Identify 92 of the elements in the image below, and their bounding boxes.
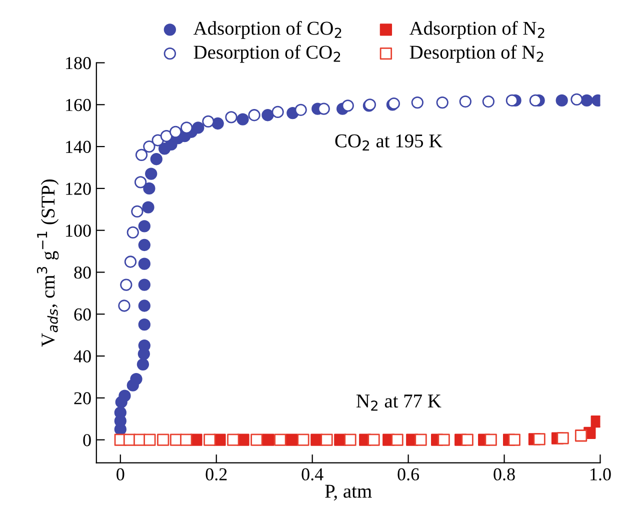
annotation: CO$_{2}$ at 195 K <box>335 134 442 150</box>
point <box>134 176 147 188</box>
point <box>144 434 156 446</box>
point <box>294 104 307 116</box>
point <box>124 256 137 268</box>
point <box>143 182 156 195</box>
point <box>580 94 593 107</box>
point <box>342 100 354 112</box>
point <box>138 238 150 252</box>
legend-label: Desorption of N$_{2}$ <box>410 44 544 63</box>
y-tick-label: 80 <box>74 266 91 279</box>
point <box>262 109 274 122</box>
point <box>320 434 333 446</box>
point <box>143 140 156 153</box>
y-tick-label: 100 <box>66 224 91 237</box>
point <box>150 153 162 166</box>
x-tick-label: 0 <box>116 468 124 480</box>
y-tick-label: 180 <box>66 57 91 70</box>
point <box>570 93 583 106</box>
point <box>438 434 450 446</box>
y-axis-title: V$_{ads}$, cm$^{3}$ g$^{−1}$ (STP) <box>36 179 59 347</box>
point <box>236 113 249 126</box>
point <box>368 434 380 446</box>
point <box>461 434 474 446</box>
point <box>318 102 330 115</box>
point <box>212 117 224 130</box>
point <box>344 434 356 446</box>
point <box>482 95 495 108</box>
point <box>131 205 144 218</box>
point <box>145 168 158 180</box>
point <box>118 300 130 312</box>
point <box>202 115 214 128</box>
x-tick-label: 0.6 <box>398 468 420 480</box>
y-tick-label: 120 <box>66 182 91 195</box>
point <box>120 278 132 291</box>
annotation: N$_{2}$ at 77 K <box>356 394 442 411</box>
point <box>142 201 154 214</box>
y-tick-label: 20 <box>74 392 91 404</box>
point <box>436 96 448 109</box>
point <box>297 434 310 446</box>
point <box>262 434 274 446</box>
y-tick-label: 40 <box>74 350 91 362</box>
point <box>227 434 240 446</box>
point <box>248 109 260 122</box>
point <box>204 434 216 446</box>
point <box>556 94 568 107</box>
point <box>225 111 238 124</box>
y-tick-label: 160 <box>66 98 91 112</box>
point <box>484 434 497 446</box>
point <box>180 434 192 446</box>
point <box>157 434 170 446</box>
point <box>190 434 202 446</box>
point <box>126 226 139 239</box>
point <box>237 434 250 446</box>
y-tick-label: 140 <box>66 140 91 153</box>
legend-label: Adsorption of CO$_{2}$ <box>193 20 342 39</box>
point <box>118 390 131 402</box>
legend-label: Adsorption of N$_{2}$ <box>409 20 544 39</box>
point <box>391 434 404 446</box>
x-tick-label: 0.2 <box>206 468 227 480</box>
x-tick-label: 0.4 <box>302 468 324 480</box>
point <box>506 94 518 107</box>
point <box>138 278 150 291</box>
point <box>138 220 150 232</box>
point <box>130 372 142 386</box>
x-tick-label: 1.0 <box>590 468 611 480</box>
point <box>286 434 298 446</box>
point <box>250 434 263 446</box>
point <box>138 300 150 312</box>
point <box>533 433 546 446</box>
point <box>414 434 427 446</box>
point <box>136 358 150 370</box>
point <box>556 432 569 444</box>
point <box>138 258 150 270</box>
point <box>274 434 286 446</box>
point <box>411 96 424 109</box>
point <box>508 434 520 446</box>
y-tick-label: 0 <box>83 434 91 446</box>
x-axis-title: P, atm <box>325 484 372 501</box>
point <box>135 148 148 162</box>
point <box>138 318 150 331</box>
point <box>192 122 204 134</box>
point <box>574 430 588 442</box>
point <box>529 94 542 107</box>
legend-label: Desorption of CO$_{2}$ <box>194 44 340 63</box>
point <box>214 434 226 446</box>
y-tick-label: 60 <box>74 308 91 321</box>
point <box>180 122 193 134</box>
x-tick-label: 0.8 <box>494 468 515 480</box>
point <box>170 126 182 138</box>
point <box>272 106 284 118</box>
point <box>459 95 472 108</box>
